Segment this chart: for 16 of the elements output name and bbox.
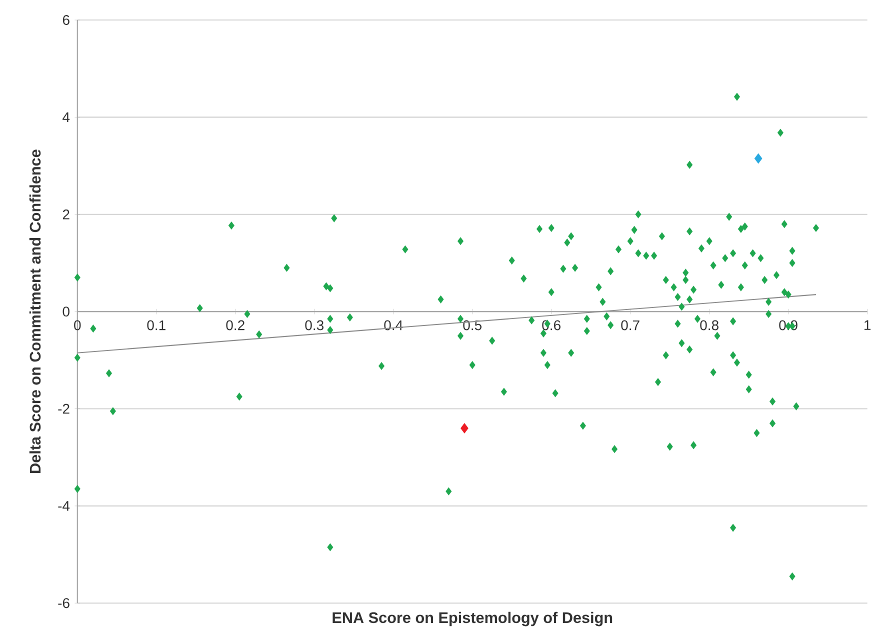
x-tick-label: 0.2 [226,320,244,330]
x-tick-label: 0 [74,320,81,330]
y-tick-label: -6 [58,598,70,608]
y-tick-label: -4 [58,500,70,511]
x-tick-label: 0.1 [147,320,166,330]
x-tick-label: 0.7 [621,320,640,330]
y-tick-label: 6 [62,14,70,25]
x-axis-title: ENA Score on Epistemology of Design [332,612,612,626]
x-tick-label: 1 [864,320,871,330]
y-axis-title: Delta Score on Commitment and Confidence [29,149,41,473]
y-tick-label: 4 [62,112,70,122]
x-tick-label: 0.8 [700,320,718,330]
y-tick-label: 0 [62,306,70,316]
x-tick-label: 0.3 [305,320,324,330]
y-tick-label: 2 [62,209,70,220]
y-tick-label: -2 [58,404,70,414]
